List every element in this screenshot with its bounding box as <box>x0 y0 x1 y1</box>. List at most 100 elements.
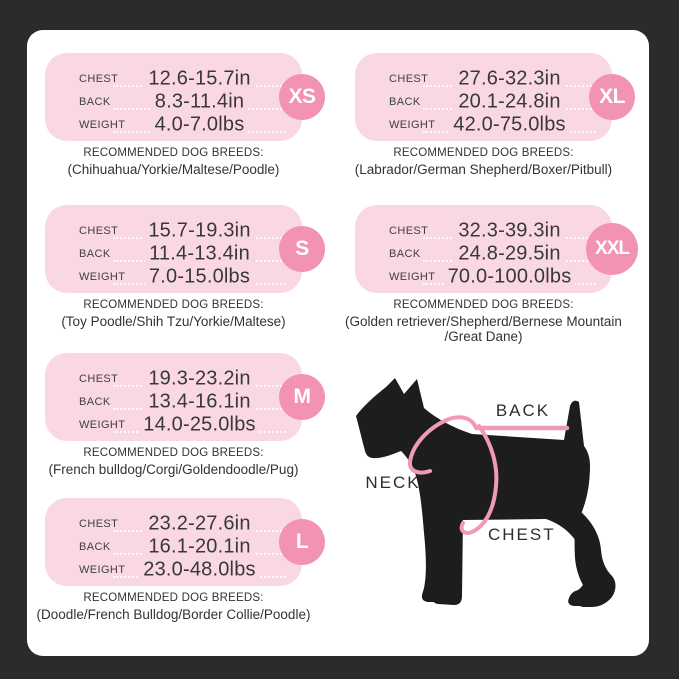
size-badge-s: S <box>279 226 325 272</box>
measurement-row-weight: WEIGHT 42.0-75.0lbs <box>355 113 612 137</box>
size-card-l: CHEST 23.2-27.6in BACK 16.1-20.1in WEIGH… <box>45 498 325 586</box>
breeds-list: (Chihuahua/Yorkie/Maltese/Poodle) <box>67 162 280 177</box>
breeds-list: (Golden retriever/Shepherd/Bernese Mount… <box>345 314 622 329</box>
measurement-value: 7.0-15.0lbs <box>125 265 274 289</box>
measurement-row-back: BACK 16.1-20.1in <box>45 535 302 559</box>
measurement-row-weight: WEIGHT 70.0-100.0lbs <box>355 265 612 289</box>
measurement-row-weight: WEIGHT 14.0-25.0lbs <box>45 413 302 437</box>
measurement-value: 13.4-16.1in <box>125 390 274 414</box>
measurement-label: CHEST <box>79 373 124 385</box>
measurement-row-chest: CHEST 32.3-39.3in <box>355 219 612 243</box>
size-card-group-xxl: CHEST 32.3-39.3in BACK 24.8-29.5in WEIGH… <box>345 205 638 344</box>
recommended-breeds-xs: RECOMMENDED DOG BREEDS: (Chihuahua/Yorki… <box>21 147 326 177</box>
measurement-value: 70.0-100.0lbs <box>435 265 584 289</box>
breeds-list: (Toy Poodle/Shih Tzu/Yorkie/Maltese) <box>61 314 286 329</box>
size-card-group-l: CHEST 23.2-27.6in BACK 16.1-20.1in WEIGH… <box>37 498 325 622</box>
recommended-title: RECOMMENDED DOG BREEDS: <box>83 592 264 604</box>
measurement-row-weight: WEIGHT 7.0-15.0lbs <box>45 265 302 289</box>
measurement-label: WEIGHT <box>389 271 441 283</box>
measurement-value: 23.0-48.0lbs <box>125 558 274 582</box>
measurement-label: WEIGHT <box>79 564 131 576</box>
measurement-label: BACK <box>79 541 116 553</box>
measurement-value: 11.4-13.4in <box>125 242 274 266</box>
measurement-value: 12.6-15.7in <box>125 67 274 91</box>
measurement-row-chest: CHEST 19.3-23.2in <box>45 367 302 391</box>
recommended-title: RECOMMENDED DOG BREEDS: <box>83 147 264 159</box>
measurement-value: 42.0-75.0lbs <box>435 113 584 137</box>
breeds-list: (Doodle/French Bulldog/Border Collie/Poo… <box>36 607 311 622</box>
measurement-value: 19.3-23.2in <box>125 367 274 391</box>
size-badge-xs: XS <box>279 74 325 120</box>
measurement-value: 24.8-29.5in <box>435 242 584 266</box>
measurement-label: CHEST <box>79 225 124 237</box>
measurement-row-back: BACK 20.1-24.8in <box>355 90 612 114</box>
measurement-value: 27.6-32.3in <box>435 67 584 91</box>
recommended-title: RECOMMENDED DOG BREEDS: <box>393 299 574 311</box>
neck-strap-line <box>407 415 478 475</box>
recommended-breeds-l: RECOMMENDED DOG BREEDS: (Doodle/French B… <box>21 592 326 622</box>
breeds-list-line2: /Great Dane) <box>444 329 523 345</box>
measurement-value: 20.1-24.8in <box>435 90 584 114</box>
recommended-title: RECOMMENDED DOG BREEDS: <box>393 147 574 159</box>
breeds-list: (French bulldog/Corgi/Goldendoodle/Pug) <box>48 462 299 477</box>
measurement-label: CHEST <box>79 518 124 530</box>
measurement-label: WEIGHT <box>79 271 131 283</box>
measurement-row-chest: CHEST 12.6-15.7in <box>45 67 302 91</box>
measurement-value: 8.3-11.4in <box>125 90 274 114</box>
measurement-value: 14.0-25.0lbs <box>125 413 274 437</box>
size-chart-panel: CHEST 12.6-15.7in BACK 8.3-11.4in WEIGHT… <box>27 30 649 656</box>
measurement-label: BACK <box>79 396 116 408</box>
measurement-label: WEIGHT <box>79 119 131 131</box>
size-card-group-s: CHEST 15.7-19.3in BACK 11.4-13.4in WEIGH… <box>45 205 325 329</box>
size-card-group-m: CHEST 19.3-23.2in BACK 13.4-16.1in WEIGH… <box>45 353 325 477</box>
recommended-breeds-xl: RECOMMENDED DOG BREEDS: (Labrador/German… <box>331 147 636 177</box>
size-card-group-xl: CHEST 27.6-32.3in BACK 20.1-24.8in WEIGH… <box>355 53 635 177</box>
measurement-label: WEIGHT <box>79 419 131 431</box>
recommended-title: RECOMMENDED DOG BREEDS: <box>83 447 264 459</box>
size-card-xxl: CHEST 32.3-39.3in BACK 24.8-29.5in WEIGH… <box>355 205 638 293</box>
measurement-row-back: BACK 11.4-13.4in <box>45 242 302 266</box>
measurement-label: CHEST <box>389 225 434 237</box>
measurement-value: 23.2-27.6in <box>125 512 274 536</box>
measurement-label: BACK <box>389 96 426 108</box>
measurement-value: 32.3-39.3in <box>435 219 584 243</box>
recommended-breeds-s: RECOMMENDED DOG BREEDS: (Toy Poodle/Shih… <box>21 299 326 329</box>
measurement-value: 4.0-7.0lbs <box>125 113 274 137</box>
size-card-m: CHEST 19.3-23.2in BACK 13.4-16.1in WEIGH… <box>45 353 325 441</box>
measurement-label: BACK <box>79 248 116 260</box>
breeds-list: (Labrador/German Shepherd/Boxer/Pitbull) <box>354 162 613 177</box>
measurement-row-back: BACK 13.4-16.1in <box>45 390 302 414</box>
recommended-breeds-m: RECOMMENDED DOG BREEDS: (French bulldog/… <box>21 447 326 477</box>
dog-silhouette <box>356 378 607 606</box>
measurement-row-weight: WEIGHT 23.0-48.0lbs <box>45 558 302 582</box>
size-card-s: CHEST 15.7-19.3in BACK 11.4-13.4in WEIGH… <box>45 205 325 293</box>
measurement-row-chest: CHEST 27.6-32.3in <box>355 67 612 91</box>
chest-strap-line <box>459 424 499 535</box>
chest-label: CHEST <box>488 525 556 544</box>
dog-silhouette-svg <box>356 378 616 607</box>
recommended-title: RECOMMENDED DOG BREEDS: <box>83 299 264 311</box>
measurement-value: 16.1-20.1in <box>125 535 274 559</box>
size-badge-m: M <box>279 374 325 420</box>
measurement-row-back: BACK 8.3-11.4in <box>45 90 302 114</box>
dog-measurement-diagram: BACK NECK CHEST <box>350 368 645 630</box>
neck-label: NECK <box>365 473 421 492</box>
measurement-row-weight: WEIGHT 4.0-7.0lbs <box>45 113 302 137</box>
size-badge-xxl: XXL <box>586 223 638 275</box>
size-badge-l: L <box>279 519 325 565</box>
measurement-label: BACK <box>389 248 426 260</box>
measurement-value: 15.7-19.3in <box>125 219 274 243</box>
back-label: BACK <box>495 401 551 420</box>
size-card-group-xs: CHEST 12.6-15.7in BACK 8.3-11.4in WEIGHT… <box>45 53 325 177</box>
measurement-label: CHEST <box>389 73 434 85</box>
size-card-xs: CHEST 12.6-15.7in BACK 8.3-11.4in WEIGHT… <box>45 53 325 141</box>
measurement-row-chest: CHEST 23.2-27.6in <box>45 512 302 536</box>
size-badge-xl: XL <box>589 74 635 120</box>
measurement-label: BACK <box>79 96 116 108</box>
size-card-xl: CHEST 27.6-32.3in BACK 20.1-24.8in WEIGH… <box>355 53 635 141</box>
measurement-label: WEIGHT <box>389 119 441 131</box>
recommended-breeds-xxl: RECOMMENDED DOG BREEDS: (Golden retrieve… <box>331 299 636 344</box>
measurement-row-chest: CHEST 15.7-19.3in <box>45 219 302 243</box>
measurement-label: CHEST <box>79 73 124 85</box>
measurement-row-back: BACK 24.8-29.5in <box>355 242 612 266</box>
